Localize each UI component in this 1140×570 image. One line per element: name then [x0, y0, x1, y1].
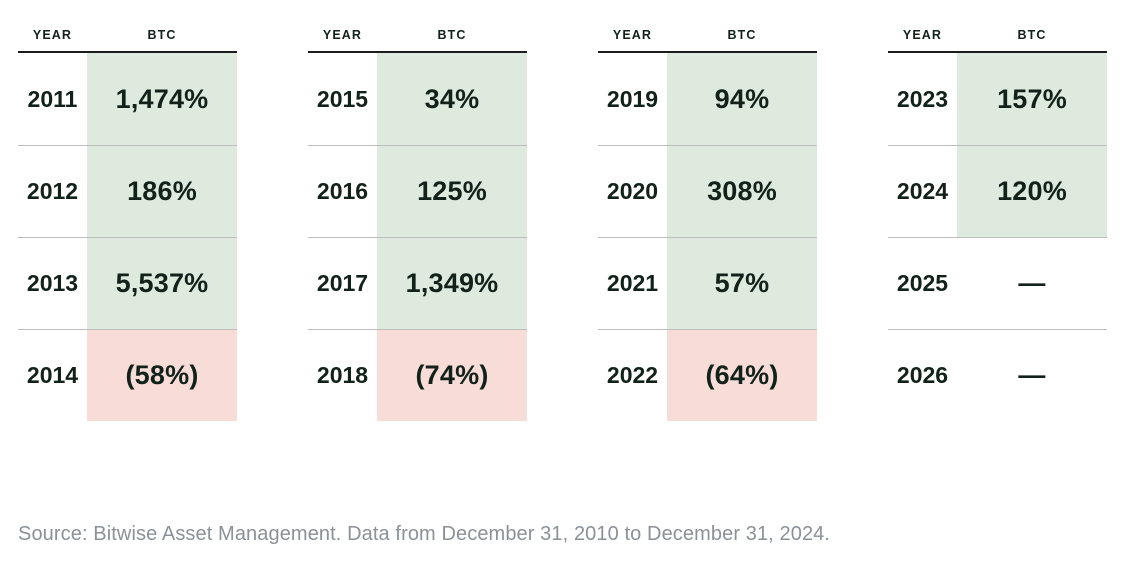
btc-column-header: BTC — [727, 28, 757, 42]
table-row: 2019 94% — [598, 53, 817, 145]
btc-return-cell: 308% — [667, 146, 817, 237]
returns-tables-grid: YEAR BTC 2011 1,474% 2012 186% 2013 5,53… — [18, 20, 1107, 421]
table-row: 2020 308% — [598, 145, 817, 237]
btc-return-cell: 125% — [377, 146, 527, 237]
table-row: 2022 (64%) — [598, 329, 817, 421]
table-header: YEAR BTC — [598, 20, 817, 53]
year-cell: 2013 — [26, 270, 79, 296]
table-row: 2015 34% — [308, 53, 527, 145]
table-header: YEAR BTC — [308, 20, 527, 53]
year-cell: 2015 — [316, 85, 369, 112]
table-header: YEAR BTC — [18, 20, 237, 53]
returns-table-2011-2014: YEAR BTC 2011 1,474% 2012 186% 2013 5,53… — [18, 20, 237, 421]
year-cell: 2019 — [606, 85, 659, 112]
year-cell: 2026 — [896, 362, 949, 388]
year-column-header: YEAR — [322, 28, 363, 42]
btc-return-cell: 1,474% — [87, 53, 237, 145]
btc-column-header: BTC — [147, 28, 177, 42]
year-cell: 2021 — [606, 270, 659, 296]
btc-return-cell: 186% — [87, 146, 237, 237]
year-cell: 2014 — [26, 362, 79, 388]
year-cell: 2011 — [27, 85, 78, 112]
table-row: 2012 186% — [18, 145, 237, 237]
returns-table-2019-2022: YEAR BTC 2019 94% 2020 308% 2021 57% 202… — [598, 20, 817, 421]
table-row: 2011 1,474% — [18, 53, 237, 145]
year-cell: 2017 — [316, 270, 369, 296]
btc-return-cell: — — [1018, 360, 1046, 390]
table-row: 2016 125% — [308, 145, 527, 237]
year-cell: 2016 — [316, 178, 369, 204]
btc-return-cell: (64%) — [667, 330, 817, 421]
btc-return-cell: 94% — [667, 53, 817, 145]
table-row: 2024 120% — [888, 145, 1107, 237]
btc-return-cell: 1,349% — [377, 238, 527, 329]
year-column-header: YEAR — [902, 28, 943, 42]
returns-table-2015-2018: YEAR BTC 2015 34% 2016 125% 2017 1,349% … — [308, 20, 527, 421]
table-row: 2018 (74%) — [308, 329, 527, 421]
year-cell: 2020 — [606, 178, 659, 204]
year-cell: 2024 — [896, 178, 949, 204]
table-row: 2025 — — [888, 237, 1107, 329]
table-header: YEAR BTC — [888, 20, 1107, 53]
returns-table-2023-2026: YEAR BTC 2023 157% 2024 120% 2025 — 2026… — [888, 20, 1107, 421]
year-cell: 2012 — [26, 178, 79, 204]
table-row: 2023 157% — [888, 53, 1107, 145]
btc-return-cell: — — [1018, 268, 1046, 298]
year-column-header: YEAR — [32, 28, 73, 42]
table-row: 2014 (58%) — [18, 329, 237, 421]
btc-return-cell: (74%) — [377, 330, 527, 421]
btc-column-header: BTC — [437, 28, 467, 42]
btc-return-cell: 120% — [957, 146, 1107, 237]
btc-return-cell: 34% — [377, 53, 527, 145]
btc-return-cell: (58%) — [87, 330, 237, 421]
year-cell: 2022 — [606, 362, 659, 388]
btc-column-header: BTC — [1017, 28, 1047, 42]
table-row: 2017 1,349% — [308, 237, 527, 329]
source-attribution: Source: Bitwise Asset Management. Data f… — [18, 523, 831, 545]
table-row: 2013 5,537% — [18, 237, 237, 329]
year-cell: 2018 — [316, 362, 369, 388]
btc-return-cell: 157% — [957, 53, 1107, 145]
year-cell: 2023 — [896, 85, 949, 112]
btc-return-cell: 5,537% — [87, 238, 237, 329]
year-cell: 2025 — [896, 270, 949, 296]
table-row: 2021 57% — [598, 237, 817, 329]
btc-return-cell: 57% — [667, 238, 817, 329]
year-column-header: YEAR — [612, 28, 653, 42]
table-row: 2026 — — [888, 329, 1107, 421]
